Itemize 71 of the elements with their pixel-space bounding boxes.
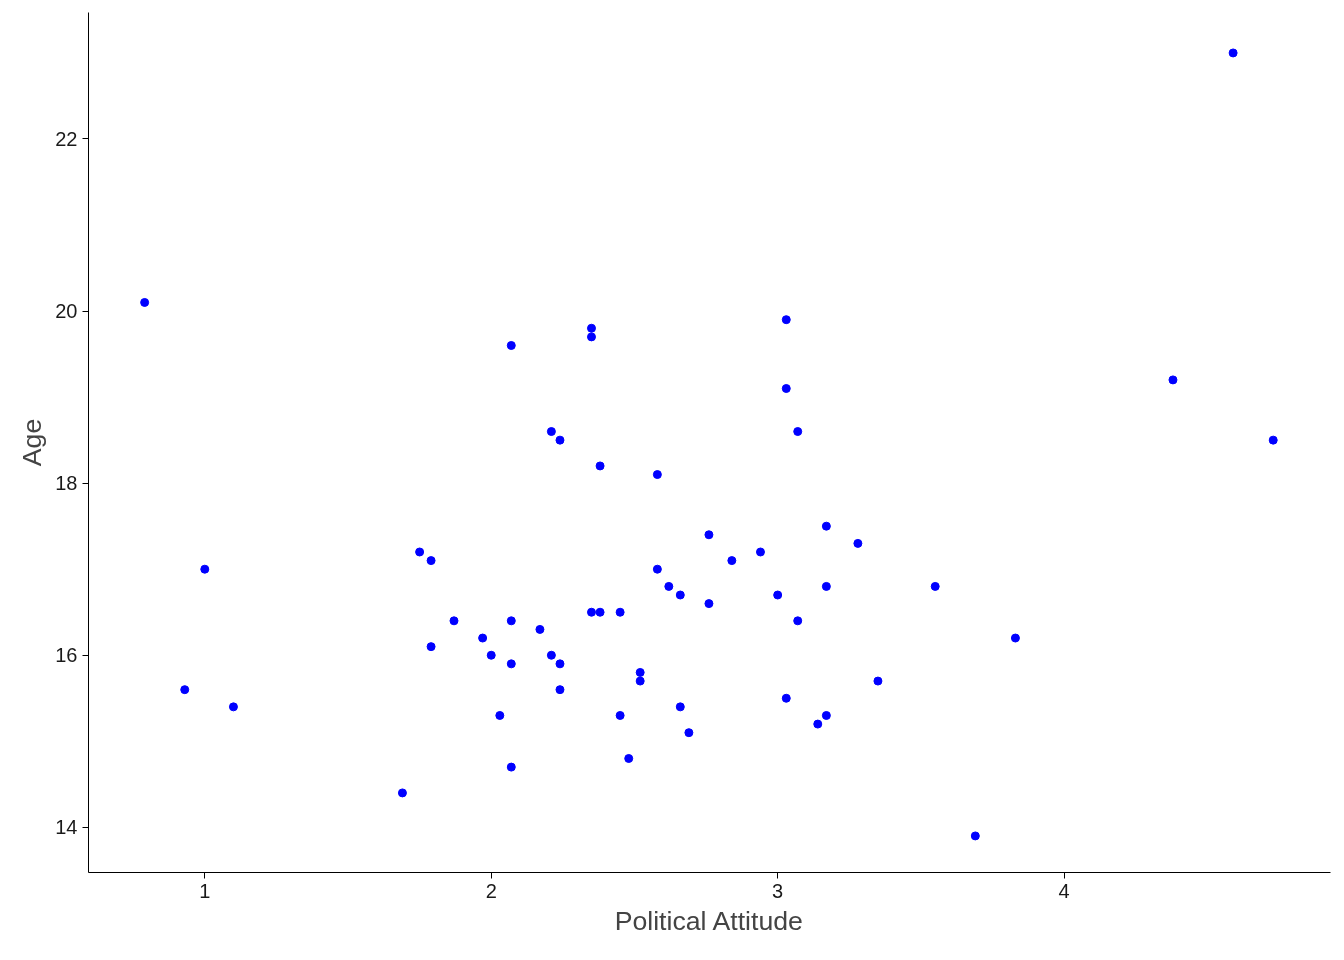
point <box>478 633 488 643</box>
point <box>506 762 516 772</box>
point <box>426 642 436 652</box>
x-tick-label: 2 <box>485 879 497 902</box>
point <box>415 547 425 557</box>
point <box>495 710 505 720</box>
point <box>449 616 459 626</box>
point <box>1268 435 1278 445</box>
point <box>821 710 831 720</box>
x-tick-label: 3 <box>772 879 784 902</box>
point <box>555 435 565 445</box>
y-tick-label: 18 <box>55 472 78 495</box>
point <box>727 556 737 566</box>
point <box>615 607 625 617</box>
point <box>506 659 516 669</box>
point <box>793 427 803 437</box>
point <box>970 831 980 841</box>
point <box>664 581 674 591</box>
point <box>595 607 605 617</box>
point <box>506 340 516 350</box>
point <box>228 702 238 712</box>
point <box>635 676 645 686</box>
point <box>793 616 803 626</box>
point <box>426 556 436 566</box>
y-tick-label: 14 <box>55 816 78 839</box>
point <box>506 616 516 626</box>
point <box>595 461 605 471</box>
point <box>704 530 714 540</box>
point <box>624 754 634 763</box>
point <box>1228 48 1238 58</box>
point <box>652 564 662 574</box>
point <box>180 685 190 695</box>
point <box>675 702 685 712</box>
point <box>586 607 596 617</box>
x-axis-title: Political Attitude <box>614 905 803 936</box>
point <box>615 710 625 720</box>
point <box>535 624 545 634</box>
point <box>781 315 791 325</box>
point <box>1168 375 1178 385</box>
point <box>821 581 831 591</box>
x-tick-label: 4 <box>1058 879 1070 902</box>
point <box>586 323 596 333</box>
point <box>755 547 765 557</box>
point <box>930 581 940 591</box>
y-tick-label: 20 <box>55 300 78 323</box>
point <box>684 728 694 738</box>
y-axis-title: Age <box>17 418 48 467</box>
y-tick-label: 16 <box>55 644 78 667</box>
x-tick-label: 1 <box>199 879 211 902</box>
point <box>1010 633 1020 643</box>
point <box>546 427 556 437</box>
point <box>813 719 823 729</box>
point <box>397 788 407 798</box>
point <box>586 332 596 342</box>
point <box>781 693 791 703</box>
point <box>635 667 645 677</box>
point <box>140 297 150 307</box>
y-tick-label: 22 <box>55 127 78 150</box>
point <box>873 676 883 686</box>
point <box>546 650 556 660</box>
point <box>486 650 496 660</box>
point <box>781 384 791 393</box>
point <box>555 685 565 695</box>
point <box>200 564 210 574</box>
point <box>821 521 831 531</box>
point <box>704 599 714 609</box>
point <box>675 590 685 600</box>
point <box>773 590 783 600</box>
point <box>853 538 863 548</box>
point <box>555 659 565 669</box>
point <box>652 470 662 480</box>
